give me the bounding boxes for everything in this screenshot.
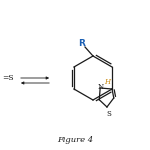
Text: N: N bbox=[98, 83, 104, 91]
Text: Figure 4: Figure 4 bbox=[57, 136, 93, 144]
Text: =S: =S bbox=[2, 74, 14, 82]
Text: H: H bbox=[104, 78, 110, 86]
Text: R: R bbox=[79, 39, 86, 48]
Text: S: S bbox=[106, 110, 111, 118]
